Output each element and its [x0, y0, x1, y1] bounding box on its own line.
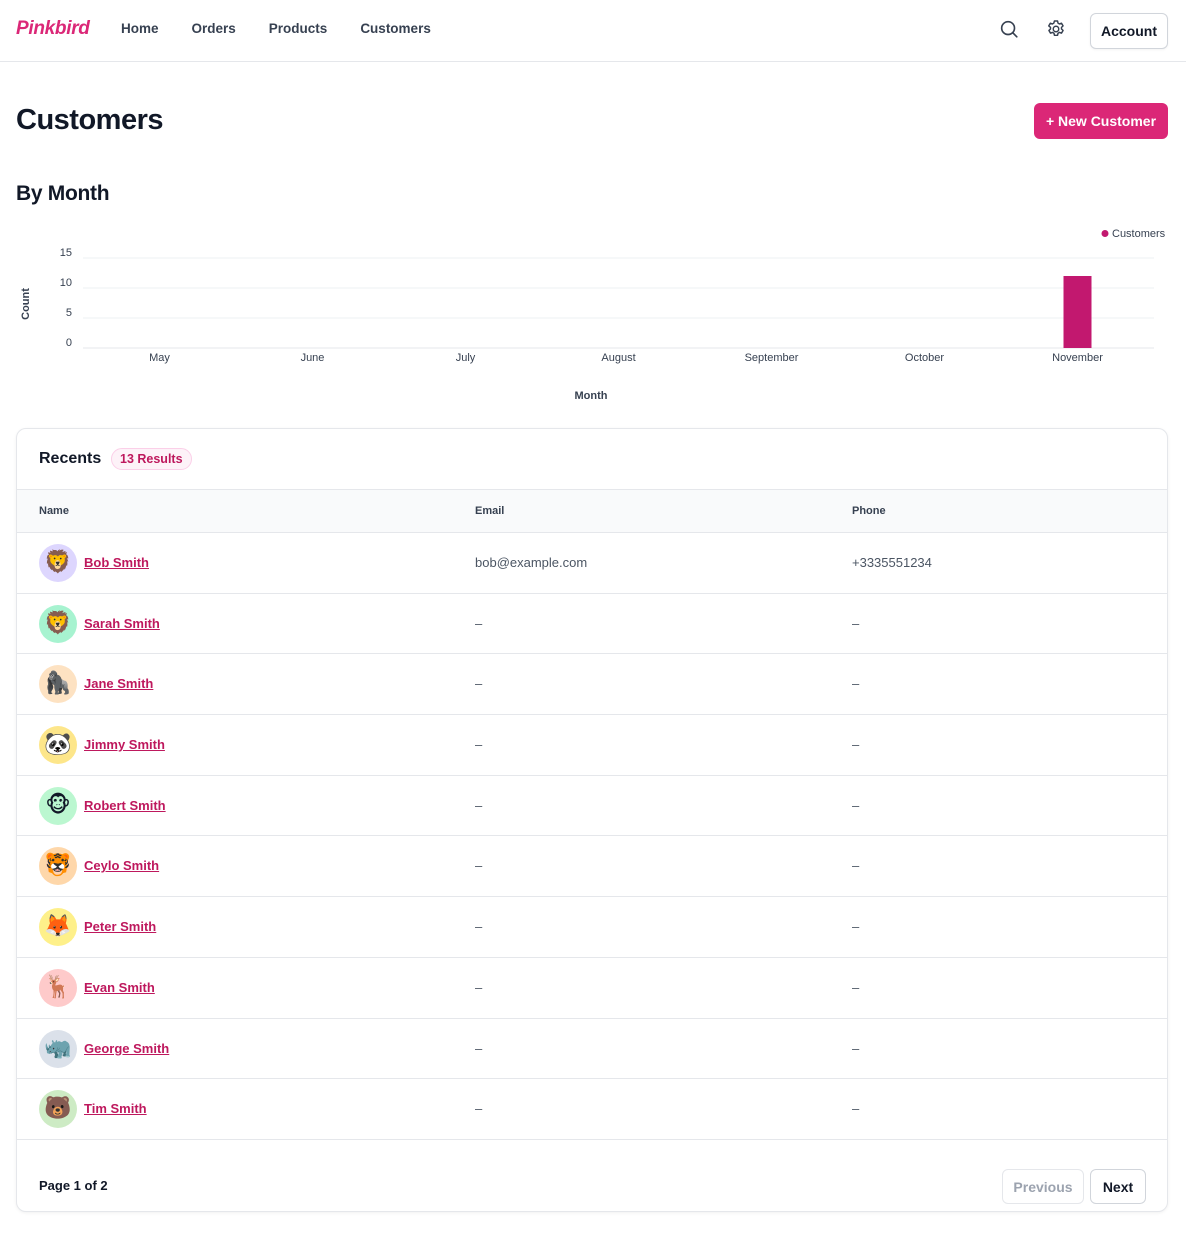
- x-tick-label: July: [456, 352, 476, 364]
- table-row: 🦁 Bob Smith bob@example.com +3335551234: [17, 533, 1167, 594]
- customer-phone: –: [852, 676, 860, 692]
- legend-label: Customers: [1112, 228, 1166, 240]
- column-name[interactable]: Name: [39, 505, 69, 517]
- nav-link-customers[interactable]: Customers: [360, 21, 431, 36]
- x-tick-label: October: [905, 352, 944, 364]
- chart-legend: Customers: [1101, 228, 1166, 240]
- customer-email: –: [475, 919, 483, 935]
- customer-email: –: [475, 979, 483, 995]
- previous-button[interactable]: Previous: [1002, 1169, 1084, 1204]
- customer-name-link[interactable]: George Smith: [84, 1040, 170, 1056]
- card-title: Recents: [39, 450, 102, 467]
- x-tick-label: June: [301, 352, 325, 364]
- customer-name-link[interactable]: Jane Smith: [84, 676, 154, 692]
- customer-phone: –: [852, 858, 860, 874]
- customer-phone: –: [852, 919, 860, 935]
- customer-email: –: [475, 737, 483, 753]
- account-button[interactable]: Account: [1090, 13, 1168, 49]
- customer-phone: –: [852, 737, 860, 753]
- customer-name-link[interactable]: Evan Smith: [84, 979, 155, 995]
- customer-email: –: [475, 1040, 483, 1056]
- customer-name-link[interactable]: Tim Smith: [84, 1101, 147, 1117]
- customer-name-link[interactable]: Sarah Smith: [84, 615, 160, 631]
- avatar: 🦁: [39, 544, 77, 582]
- table-row: 🐯 Ceylo Smith – –: [17, 836, 1167, 898]
- table-row: 🦁 Sarah Smith – –: [17, 594, 1167, 655]
- avatar: 🦍: [39, 665, 77, 704]
- customer-name-link[interactable]: Peter Smith: [84, 919, 157, 935]
- nav-links: Home Orders Products Customers: [121, 21, 464, 36]
- avatar: 🐻: [39, 1090, 77, 1129]
- customer-name-link[interactable]: Jimmy Smith: [84, 737, 165, 753]
- x-tick-label: August: [601, 352, 635, 364]
- page-info: Page 1 of 2: [39, 1178, 108, 1193]
- nav-link-products[interactable]: Products: [268, 21, 328, 36]
- table-body: 🦁 Bob Smith bob@example.com +3335551234 🦁 Sar…: [17, 533, 1167, 1140]
- table-row: 🦌 Evan Smith – –: [17, 958, 1167, 1019]
- gear-icon[interactable]: [1045, 18, 1067, 40]
- y-axis-label: Count: [20, 288, 32, 320]
- x-tick-label: September: [745, 352, 799, 364]
- page-title: Customers: [16, 104, 164, 136]
- results-badge: 13 Results: [111, 448, 192, 470]
- y-tick-label: 5: [66, 307, 72, 319]
- search-icon[interactable]: [998, 18, 1020, 40]
- chart-grid: [83, 257, 1154, 349]
- by-month-heading: By Month: [16, 182, 110, 205]
- table-row: 🐻 Tim Smith – –: [17, 1079, 1167, 1140]
- y-tick-label: 10: [60, 277, 72, 289]
- table-row: 🦍 Jane Smith – –: [17, 654, 1167, 716]
- avatar: 🐵: [39, 786, 77, 825]
- y-tick-label: 15: [60, 247, 72, 259]
- customer-email: –: [475, 1101, 483, 1117]
- avatar: 🦌: [39, 968, 77, 1007]
- table-row: 🦏 George Smith – –: [17, 1019, 1167, 1080]
- next-button[interactable]: Next: [1090, 1169, 1146, 1204]
- customer-phone: –: [852, 1040, 860, 1056]
- bar-november[interactable]: [1063, 276, 1092, 348]
- customer-email: bob@example.com: [475, 555, 588, 570]
- table-row: 🐼 Jimmy Smith – –: [17, 715, 1167, 776]
- table-row: 🦊 Peter Smith – –: [17, 897, 1167, 958]
- customer-name-link[interactable]: Ceylo Smith: [84, 858, 160, 874]
- avatar: 🐯: [39, 847, 77, 886]
- chart-bars: [1063, 276, 1092, 348]
- customer-email: –: [475, 858, 483, 874]
- pagination: Page 1 of 2 Previous Next: [17, 1140, 1167, 1211]
- customer-name-link[interactable]: Robert Smith: [84, 797, 166, 813]
- brand-logo[interactable]: Pinkbird: [16, 18, 90, 39]
- customer-phone: –: [852, 979, 860, 995]
- customer-email: –: [475, 797, 483, 813]
- x-axis-ticks: May June July August September October Novembe…: [149, 352, 1103, 364]
- recents-card: Recents 13 Results Name Email Phone 🦁 Bob…: [16, 428, 1168, 1212]
- customer-phone: –: [852, 615, 860, 631]
- avatar: 🦁: [39, 604, 77, 643]
- customer-phone: –: [852, 797, 860, 813]
- table-row: 🐵 Robert Smith – –: [17, 776, 1167, 837]
- customer-phone: +3335551234: [852, 555, 932, 570]
- column-email[interactable]: Email: [475, 505, 505, 517]
- column-phone[interactable]: Phone: [852, 505, 886, 517]
- customer-email: –: [475, 615, 483, 631]
- table-header: Name Email Phone: [17, 489, 1167, 533]
- avatar: 🦏: [39, 1029, 77, 1068]
- x-tick-label: May: [149, 352, 170, 364]
- x-axis-label: Month: [575, 390, 608, 402]
- x-tick-label: November: [1052, 352, 1103, 364]
- top-nav: Pinkbird Home Orders Products Customers …: [0, 0, 1186, 62]
- customer-name-link[interactable]: Bob Smith: [84, 555, 149, 570]
- customer-phone: –: [852, 1101, 860, 1117]
- avatar: 🐼: [39, 726, 77, 765]
- nav-link-orders[interactable]: Orders: [191, 21, 236, 36]
- card-header: Recents 13 Results: [17, 429, 1167, 489]
- avatar: 🦊: [39, 908, 77, 947]
- nav-link-home[interactable]: Home: [121, 21, 159, 36]
- legend-swatch: [1101, 230, 1109, 237]
- new-customer-button[interactable]: + New Customer: [1034, 103, 1168, 139]
- y-tick-label: 0: [66, 337, 72, 349]
- y-axis-ticks: 0 5 10 15: [60, 247, 72, 349]
- customers-by-month-chart: 0 5 10 15 May June July August September October…: [20, 228, 1166, 402]
- customer-email: –: [475, 676, 483, 692]
